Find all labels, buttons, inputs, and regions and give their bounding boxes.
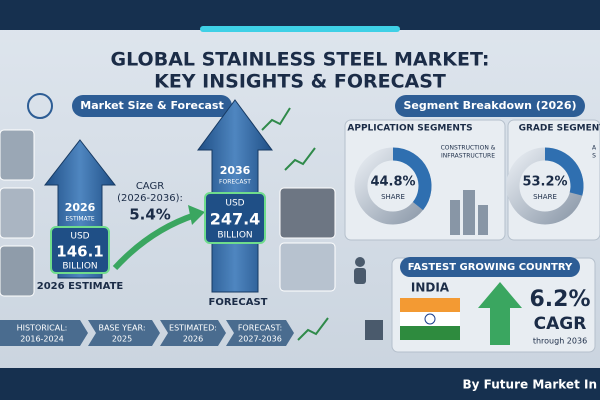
title: GLOBAL STAINLESS STEEL MARKET: bbox=[111, 49, 490, 71]
timeline-label: BASE YEAR: bbox=[98, 324, 145, 333]
heading-pill bbox=[395, 95, 585, 117]
chart-icons bbox=[261, 107, 329, 341]
country-cagr-label: CAGR bbox=[534, 314, 587, 334]
country-cagr: 6.2% bbox=[529, 287, 590, 312]
currency: USD bbox=[70, 232, 89, 242]
timeline-label: FORECAST: bbox=[238, 324, 282, 333]
timeline-label: HISTORICAL: bbox=[17, 324, 68, 333]
segment-title: GRADE SEGMENT bbox=[519, 124, 600, 134]
top-glow bbox=[200, 26, 400, 32]
top-bar bbox=[0, 0, 600, 30]
timeline-label: ESTIMATED: bbox=[169, 324, 217, 333]
growth-arrow bbox=[112, 212, 196, 271]
section-heading: Market Size & Forecast bbox=[80, 99, 223, 112]
donut-accent bbox=[544, 147, 584, 196]
value-box bbox=[204, 192, 266, 244]
share-label: SHARE bbox=[533, 193, 557, 201]
donut-accent bbox=[392, 147, 432, 211]
timeline-years: 2016-2024 bbox=[20, 335, 64, 344]
share: 44.8% bbox=[370, 175, 415, 190]
share: 53.2% bbox=[522, 175, 567, 190]
country: INDIA bbox=[411, 281, 450, 295]
caption: 2026 ESTIMATE bbox=[37, 281, 124, 292]
currency: USD bbox=[225, 199, 244, 209]
segment-label: INFRASTRUCTURE bbox=[441, 153, 495, 160]
unit: BILLION bbox=[217, 231, 252, 241]
worker-icons bbox=[354, 257, 383, 340]
tag: ESTIMATE bbox=[65, 216, 95, 223]
heading-pill bbox=[72, 95, 232, 117]
globe-icon bbox=[27, 93, 53, 119]
cagr-period: (2026-2036): bbox=[117, 193, 183, 204]
country-heading: FASTEST GROWING COUNTRY bbox=[408, 262, 573, 273]
segment-label: S bbox=[592, 153, 596, 160]
segment-title: APPLICATION SEGMENTS bbox=[347, 124, 472, 134]
timeline-years: 2026 bbox=[183, 335, 203, 344]
cagr-value: 5.4% bbox=[129, 206, 171, 224]
tag: FORECAST bbox=[219, 179, 251, 186]
photos bbox=[0, 129, 336, 297]
value-box bbox=[50, 226, 110, 274]
heading-pill bbox=[400, 257, 580, 277]
timeline bbox=[0, 320, 294, 346]
growth-arrow bbox=[478, 282, 522, 345]
year: 2026 bbox=[65, 201, 96, 214]
bottom-bar bbox=[0, 368, 600, 400]
section-heading: Segment Breakdown (2026) bbox=[403, 99, 576, 112]
cagr-label: CAGR bbox=[136, 181, 164, 192]
caption: FORECAST bbox=[209, 297, 268, 308]
segment-label: CONSTRUCTION & bbox=[441, 145, 496, 152]
share-label: SHARE bbox=[381, 193, 405, 201]
country-note: through 2036 bbox=[533, 337, 587, 346]
timeline-years: 2027-2036 bbox=[238, 335, 282, 344]
india-flag bbox=[400, 298, 460, 340]
title: KEY INSIGHTS & FORECAST bbox=[154, 71, 446, 93]
buildings bbox=[450, 190, 488, 235]
value: 247.4 bbox=[210, 210, 261, 229]
growth-arrow-head bbox=[188, 205, 205, 225]
credit: By Future Market In bbox=[463, 378, 597, 392]
timeline-years: 2025 bbox=[112, 335, 132, 344]
segment-label: A bbox=[592, 145, 597, 152]
unit: BILLION bbox=[62, 262, 97, 272]
value: 146.1 bbox=[56, 243, 103, 261]
year: 2036 bbox=[220, 164, 251, 177]
